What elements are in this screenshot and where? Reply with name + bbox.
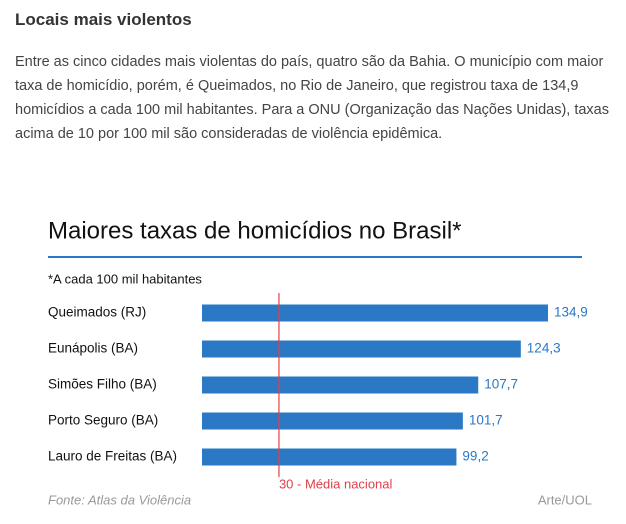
category-label: Eunápolis (BA) xyxy=(48,341,138,356)
source: Fonte: Atlas da Violência xyxy=(48,492,191,507)
bar xyxy=(202,448,457,466)
article: Locais mais violentos Entre as cinco cid… xyxy=(15,6,621,146)
value-label: 107,7 xyxy=(484,377,518,392)
value-label: 134,9 xyxy=(554,305,588,320)
bar xyxy=(202,340,521,358)
bar xyxy=(202,412,463,430)
bar xyxy=(202,376,479,394)
chart-subtitle: *A cada 100 mil habitantes xyxy=(48,271,202,286)
value-label: 124,3 xyxy=(527,341,561,356)
article-title: Locais mais violentos xyxy=(15,10,192,29)
category-label: Queimados (RJ) xyxy=(48,305,146,320)
chart: Maiores taxas de homicídios no Brasil* *… xyxy=(48,217,592,507)
article-text: Entre as cinco cidades mais violentas do… xyxy=(15,54,609,142)
category-label: Lauro de Freitas (BA) xyxy=(48,449,177,464)
value-label: 101,7 xyxy=(469,413,503,428)
chart-title: Maiores taxas de homicídios no Brasil* xyxy=(48,217,462,244)
bar xyxy=(202,304,548,322)
value-label: 99,2 xyxy=(462,449,488,464)
category-label: Porto Seguro (BA) xyxy=(48,413,158,428)
reference-label: 30 - Média nacional xyxy=(279,476,393,491)
credit: Arte/UOL xyxy=(538,492,592,507)
category-label: Simões Filho (BA) xyxy=(48,377,157,392)
